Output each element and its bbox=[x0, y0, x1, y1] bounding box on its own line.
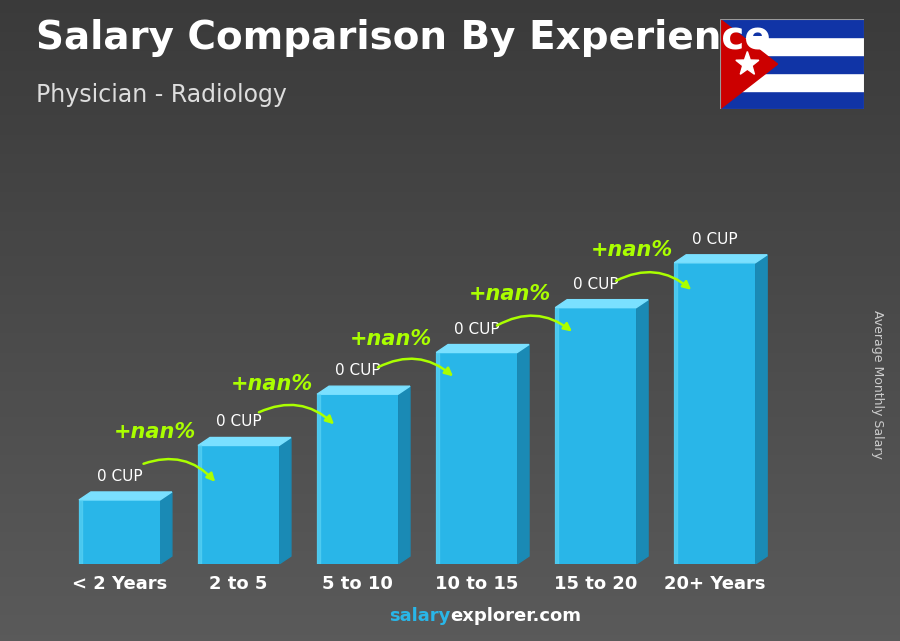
Text: 0 CUP: 0 CUP bbox=[454, 322, 500, 337]
Bar bbox=[720, 19, 864, 37]
Text: salary: salary bbox=[389, 607, 450, 625]
Text: +nan%: +nan% bbox=[350, 329, 432, 349]
Polygon shape bbox=[79, 500, 82, 564]
Polygon shape bbox=[755, 254, 767, 564]
Polygon shape bbox=[317, 394, 320, 564]
Text: Average Monthly Salary: Average Monthly Salary bbox=[871, 310, 884, 459]
Polygon shape bbox=[317, 386, 410, 394]
Bar bbox=[720, 91, 864, 109]
Text: Physician - Radiology: Physician - Radiology bbox=[36, 83, 287, 107]
Polygon shape bbox=[674, 263, 678, 564]
Polygon shape bbox=[436, 353, 439, 564]
Text: +nan%: +nan% bbox=[114, 422, 196, 442]
Polygon shape bbox=[279, 437, 291, 564]
Polygon shape bbox=[674, 254, 767, 263]
Polygon shape bbox=[636, 299, 648, 564]
Polygon shape bbox=[736, 51, 759, 74]
Polygon shape bbox=[198, 445, 201, 564]
FancyBboxPatch shape bbox=[555, 308, 636, 564]
FancyBboxPatch shape bbox=[674, 263, 755, 564]
Text: explorer.com: explorer.com bbox=[450, 607, 581, 625]
Polygon shape bbox=[518, 344, 529, 564]
Polygon shape bbox=[198, 437, 291, 445]
FancyBboxPatch shape bbox=[317, 394, 398, 564]
Text: +nan%: +nan% bbox=[469, 285, 551, 304]
Text: +nan%: +nan% bbox=[230, 374, 313, 394]
Polygon shape bbox=[555, 308, 558, 564]
Polygon shape bbox=[720, 19, 778, 109]
Text: Salary Comparison By Experience: Salary Comparison By Experience bbox=[36, 19, 770, 57]
Text: +nan%: +nan% bbox=[590, 240, 672, 260]
Text: 0 CUP: 0 CUP bbox=[216, 415, 261, 429]
Bar bbox=[720, 55, 864, 73]
Text: 0 CUP: 0 CUP bbox=[573, 277, 618, 292]
Text: 0 CUP: 0 CUP bbox=[335, 363, 381, 378]
Polygon shape bbox=[398, 386, 410, 564]
Text: 0 CUP: 0 CUP bbox=[692, 232, 738, 247]
Polygon shape bbox=[160, 492, 172, 564]
FancyBboxPatch shape bbox=[79, 500, 160, 564]
Bar bbox=[720, 37, 864, 55]
Bar bbox=[720, 73, 864, 91]
Text: 0 CUP: 0 CUP bbox=[96, 469, 142, 484]
Polygon shape bbox=[555, 299, 648, 308]
Polygon shape bbox=[436, 344, 529, 353]
FancyBboxPatch shape bbox=[198, 445, 279, 564]
FancyBboxPatch shape bbox=[436, 353, 518, 564]
Polygon shape bbox=[79, 492, 172, 500]
